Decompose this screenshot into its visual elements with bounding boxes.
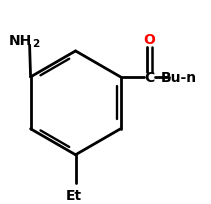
Text: Bu-n: Bu-n bbox=[160, 71, 196, 84]
Text: Et: Et bbox=[65, 188, 82, 202]
Text: C: C bbox=[144, 71, 155, 84]
Text: NH: NH bbox=[9, 34, 32, 48]
Text: O: O bbox=[143, 33, 155, 47]
Text: 2: 2 bbox=[32, 39, 40, 49]
